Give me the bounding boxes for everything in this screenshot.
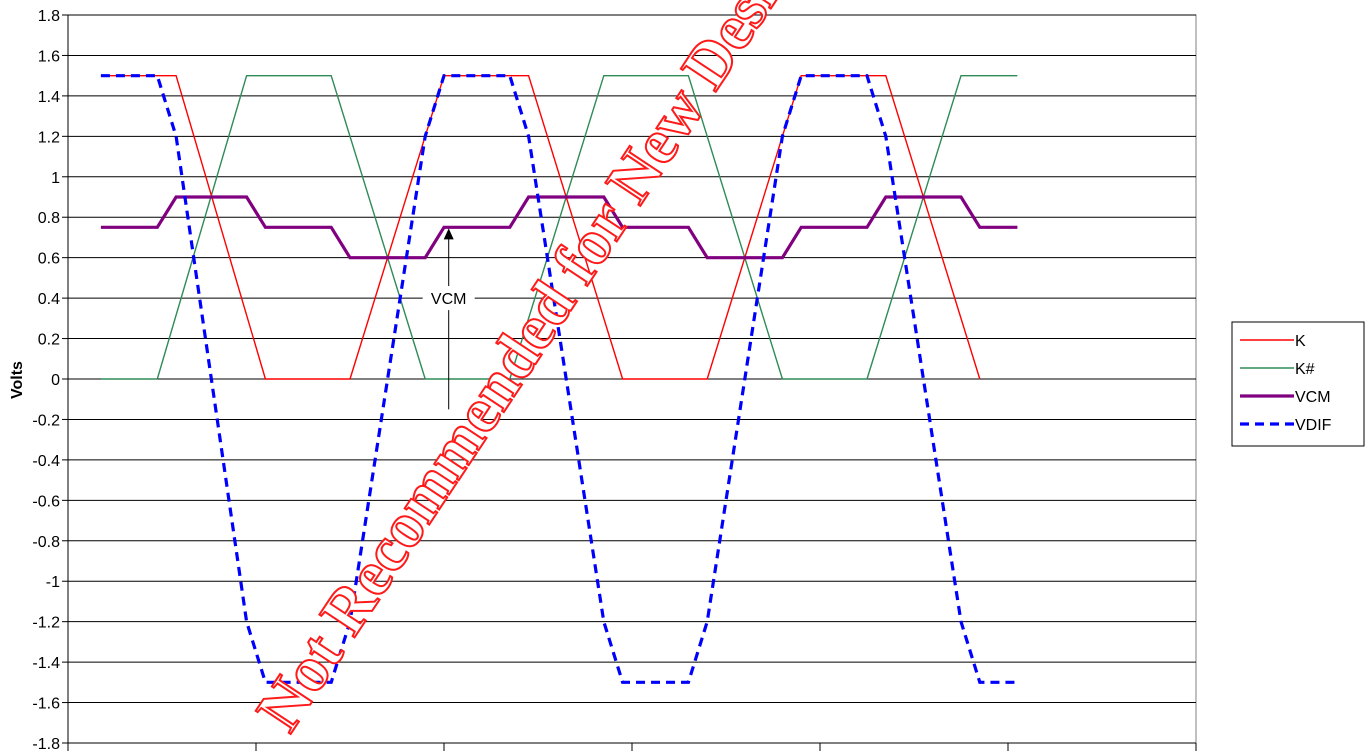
y-tick-label: -0.4 bbox=[32, 453, 60, 470]
y-tick-label: 1.2 bbox=[38, 129, 60, 146]
legend-label: K# bbox=[1295, 361, 1315, 378]
legend-label: K bbox=[1295, 333, 1306, 350]
annotation-label: VCM bbox=[431, 291, 467, 308]
y-tick-label: 1 bbox=[51, 170, 60, 187]
y-tick-label: 1.8 bbox=[38, 8, 60, 25]
annotation-box bbox=[422, 286, 475, 311]
y-tick-label: -1.2 bbox=[32, 615, 60, 632]
y-tick-label: -0.8 bbox=[32, 534, 60, 551]
legend-label: VCM bbox=[1295, 389, 1331, 406]
vcm-annotation: VCM bbox=[422, 228, 475, 410]
y-tick-label: -1 bbox=[46, 574, 60, 591]
y-tick-label: 0.8 bbox=[38, 210, 60, 227]
y-tick-label: -0.2 bbox=[32, 412, 60, 429]
y-tick-label: 0.2 bbox=[38, 332, 60, 349]
series-line-vdif bbox=[100, 74, 1018, 684]
y-tick-label: -1.8 bbox=[32, 736, 60, 753]
series-line-k-bar bbox=[100, 74, 1018, 380]
y-tick-label: 0.6 bbox=[38, 251, 60, 268]
y-tick-label: 1.6 bbox=[38, 48, 60, 65]
y-tick-label: -1.6 bbox=[32, 696, 60, 713]
series-lines bbox=[100, 74, 1018, 684]
y-axis-title: Volts bbox=[9, 361, 26, 399]
y-tick-label: 0.4 bbox=[38, 291, 60, 308]
legend-box bbox=[1231, 321, 1365, 447]
y-tick-label: 0 bbox=[51, 372, 60, 389]
x-axis-ticks bbox=[67, 743, 1197, 751]
y-axis-ticks: 1.8 1.6 1.4 1.2 1 0.8 0.6 0.4 0.2 0 -0.2 -0.4 -0.6 -0… bbox=[32, 8, 68, 753]
legend: K K# VCM VDIF bbox=[1231, 321, 1365, 447]
legend-label: VDIF bbox=[1295, 417, 1332, 434]
annotation-arrow-head bbox=[443, 228, 454, 240]
y-tick-label: -0.6 bbox=[32, 493, 60, 510]
y-tick-label: 1.4 bbox=[38, 89, 60, 106]
series-line-vcm bbox=[100, 195, 1018, 260]
y-tick-label: -1.4 bbox=[32, 655, 60, 672]
